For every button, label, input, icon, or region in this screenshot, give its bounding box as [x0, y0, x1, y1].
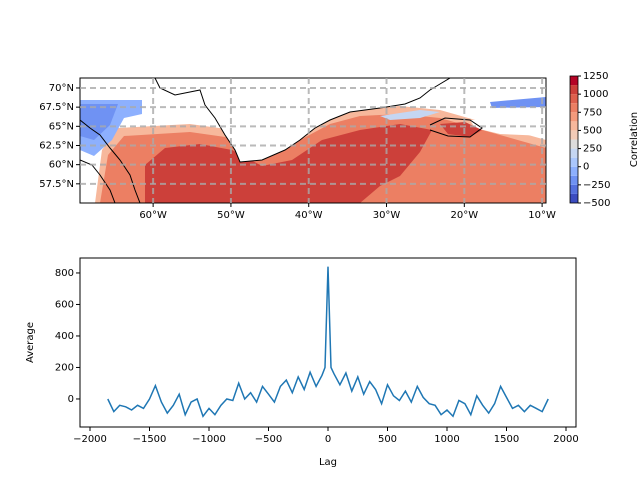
x-tick-label: 40°W: [295, 210, 323, 221]
colorbar-segment: [570, 103, 578, 113]
colorbar-segment: [570, 85, 578, 95]
contour-region: [80, 104, 118, 140]
y-tick-label: 65°N: [49, 121, 74, 132]
colorbar-segment: [570, 139, 578, 149]
x-tick-label: 60°W: [139, 210, 167, 221]
y-tick-label: 67.5°N: [39, 102, 74, 113]
colorbar-segment: [570, 184, 578, 194]
colorbar-segment: [570, 130, 578, 140]
y-tick-label: 400: [55, 331, 74, 342]
contour-fill: [80, 78, 546, 203]
line-series: [107, 266, 549, 418]
colorbar-tick-label: 250: [583, 144, 602, 155]
contour-region: [470, 118, 546, 136]
x-tick-label: 0: [325, 434, 331, 445]
contour-region: [380, 110, 440, 120]
y-tick-label: 800: [55, 268, 74, 279]
x-tick-label: 10°W: [528, 210, 556, 221]
y-tick-label: 57.5°N: [39, 179, 74, 190]
colorbar-segment: [570, 157, 578, 167]
x-tick-label: 50°W: [217, 210, 245, 221]
coastline: [80, 117, 483, 203]
x-tick-label: 1500: [494, 434, 519, 445]
x-tick-label: −500: [255, 434, 282, 445]
colorbar-segment: [570, 94, 578, 104]
colorbar-segment: [570, 76, 578, 86]
colorbar-tick-label: 0: [583, 162, 589, 173]
y-tick-label: 62.5°N: [39, 140, 74, 151]
y-tick-label: 200: [55, 362, 74, 373]
colorbar-segment: [570, 148, 578, 158]
colorbar-tick-label: −500: [583, 198, 610, 209]
colorbar-tick-label: 750: [583, 107, 602, 118]
x-tick-label: 20°W: [451, 210, 479, 221]
map-frame: [79, 77, 547, 204]
x-tick-label: 500: [378, 434, 397, 445]
x-tick-label: 1000: [434, 434, 459, 445]
y-tick-label: 600: [55, 299, 74, 310]
colorbar-label: Correlation: [629, 112, 640, 167]
y-tick-label: 60°N: [49, 160, 74, 171]
colorbar-segment: [570, 175, 578, 185]
x-tick-label: −1000: [192, 434, 226, 445]
y-tick-label: 70°N: [49, 83, 74, 94]
x-tick-label: 2000: [553, 434, 578, 445]
x-tick-label: 30°W: [373, 210, 401, 221]
y-tick-label: 0: [68, 394, 74, 405]
x-tick-label: −2000: [73, 434, 107, 445]
colorbar-tick-label: 500: [583, 125, 602, 136]
colorbar-segment: [570, 121, 578, 131]
colorbar-segment: [570, 112, 578, 122]
colorbar-segment: [570, 193, 578, 203]
colorbar-tick-label: −250: [583, 180, 610, 191]
y-axis-label: Average: [25, 322, 36, 363]
x-axis-label: Lag: [319, 457, 337, 468]
colorbar-tick-label: 1000: [583, 89, 608, 100]
colorbar-frame: [569, 75, 579, 204]
x-tick-label: −1500: [133, 434, 167, 445]
contour-region: [490, 97, 546, 108]
colorbar-segment: [570, 166, 578, 176]
colorbar-tick-label: 1250: [583, 71, 608, 82]
